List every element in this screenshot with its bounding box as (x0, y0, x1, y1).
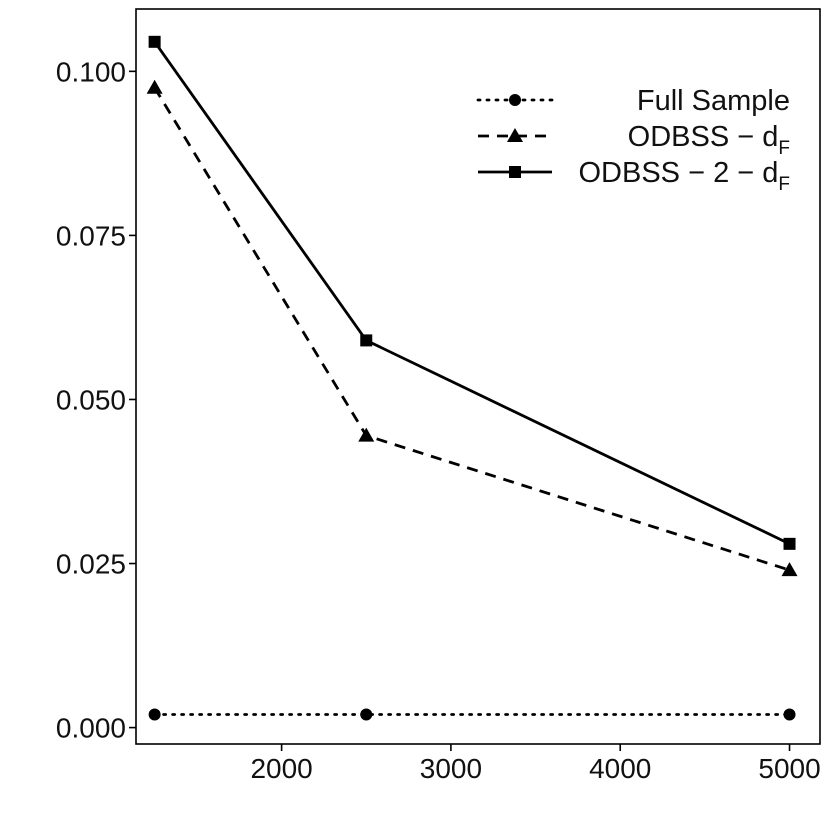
series-2 (148, 35, 796, 550)
series-0 (148, 708, 796, 721)
x-axis: 2000 3000 4000 5000 (250, 744, 821, 784)
series-1 (146, 79, 798, 577)
plot-panel (135, 8, 821, 745)
x-tick-label: 4000 (589, 753, 651, 784)
data-point-circle (783, 708, 796, 721)
y-tick-label: 0.075 (56, 220, 126, 251)
y-tick-label: 0.000 (56, 713, 126, 744)
data-point-triangle (146, 79, 163, 94)
data-point-triangle (358, 427, 375, 442)
legend-item: Full Sample (476, 85, 790, 117)
data-point-circle (148, 708, 161, 721)
series-layer (146, 35, 798, 721)
legend-label: ODBSS − dF (628, 121, 790, 159)
legend-label: ODBSS − 2 − dF (579, 157, 791, 195)
legend-label-subscript: F (778, 174, 790, 195)
y-tick-label: 0.025 (56, 549, 126, 580)
data-point-square (783, 537, 796, 550)
legend-key-marker (509, 166, 521, 178)
y-axis: 0.000 0.025 0.050 0.075 0.100 (56, 56, 136, 744)
legend-label: Full Sample (637, 85, 790, 117)
y-tick-label: 0.050 (56, 384, 126, 415)
legend-key-marker (509, 94, 521, 106)
data-point-circle (360, 708, 373, 721)
data-point-square (360, 334, 373, 347)
data-point-triangle (781, 562, 798, 577)
legend-item: ODBSS − 2 − dF (478, 157, 790, 195)
y-tick-label: 0.100 (56, 56, 126, 87)
legend-item: ODBSS − dF (478, 121, 790, 159)
x-tick-label: 2000 (250, 753, 312, 784)
x-tick-label: 3000 (420, 753, 482, 784)
legend-key-marker (507, 128, 523, 142)
legend-label-subscript: F (778, 138, 790, 159)
legend-label-main: ODBSS − 2 − d (579, 157, 779, 189)
data-point-square (148, 35, 161, 48)
legend-label-main: ODBSS − d (628, 121, 779, 153)
x-tick-label: 5000 (758, 753, 820, 784)
legend-label-main: Full Sample (637, 85, 790, 117)
